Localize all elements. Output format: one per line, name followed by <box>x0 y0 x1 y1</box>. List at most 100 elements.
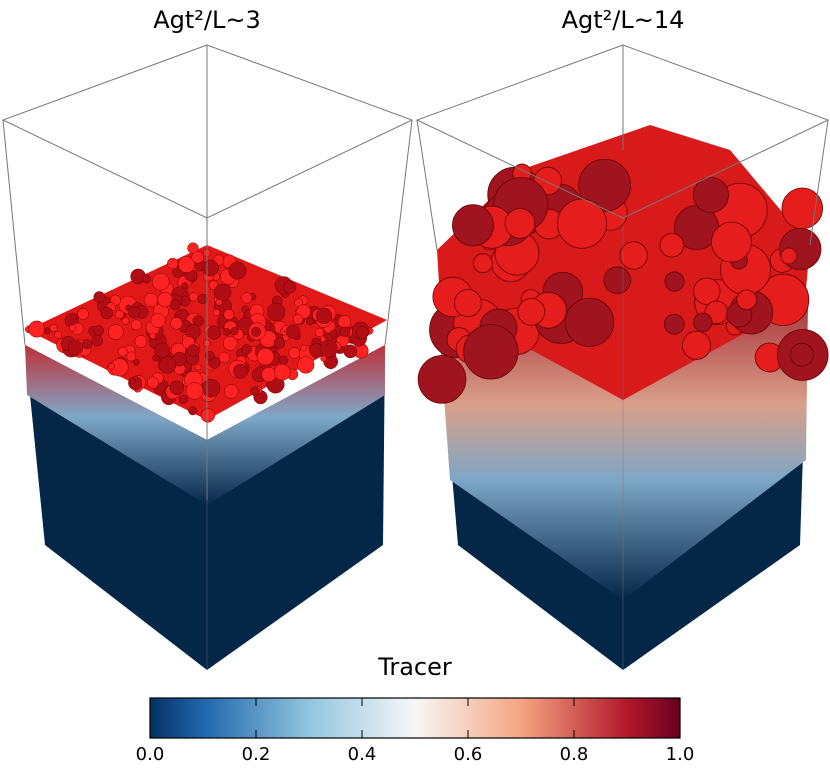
tracer-blob <box>118 346 128 357</box>
tracer-blob <box>292 314 304 325</box>
tracer-blob <box>150 313 166 329</box>
tracer-blob <box>181 282 189 290</box>
tracer-blob <box>201 378 221 398</box>
box-wire <box>416 119 438 251</box>
tracer-blob <box>28 320 46 338</box>
tracer-blob <box>329 330 338 338</box>
tracer-blob <box>233 363 248 379</box>
tracer-blob <box>215 299 223 306</box>
tracer-blob <box>70 312 78 321</box>
tracer-blob <box>222 336 238 351</box>
tracer-blob <box>213 283 232 302</box>
tracer-blob <box>77 308 89 320</box>
tracer-blob <box>129 377 136 385</box>
tracer-blob <box>170 317 183 330</box>
tracer-blob <box>736 289 758 311</box>
tracer-blob <box>692 176 729 213</box>
tracer-blob <box>504 208 536 239</box>
tracer-blob <box>93 291 106 303</box>
tracer-blob <box>128 306 140 319</box>
colorbar-tick-label: 0.6 <box>454 744 483 765</box>
tracer-blob <box>453 289 482 318</box>
tracer-blob <box>54 330 63 339</box>
tracer-blob <box>202 259 219 277</box>
tracer-blob <box>517 297 546 326</box>
tracer-blob <box>82 339 92 350</box>
tracer-blob <box>212 308 221 317</box>
tracer-blob <box>191 251 204 264</box>
tracer-blob <box>194 363 202 371</box>
tracer-blob <box>178 394 189 405</box>
tracer-blob <box>169 380 185 396</box>
tracer-blob <box>261 366 277 383</box>
tracer-blob <box>288 347 301 360</box>
tracer-blob <box>693 277 721 305</box>
tracer-blob <box>223 384 239 399</box>
tracer-blob <box>417 355 467 404</box>
tracer-blob <box>452 204 494 247</box>
tracer-blob <box>207 325 222 340</box>
tracer-blob <box>250 386 260 397</box>
tracer-blob <box>315 307 333 325</box>
tracer-blob <box>274 363 291 381</box>
tracer-blob <box>241 292 253 304</box>
tracer-blob <box>152 354 160 362</box>
tracer-blob <box>134 335 148 348</box>
tracer-blob <box>197 293 209 305</box>
tracer-blob <box>564 297 615 347</box>
tracer-blob <box>286 324 301 339</box>
box-wire <box>2 119 26 346</box>
tracer-blob <box>100 306 114 320</box>
tracer-blob <box>222 328 231 336</box>
tracer-blob <box>300 344 308 352</box>
tracer-blob <box>780 247 798 265</box>
tracer-blob <box>664 271 685 292</box>
tracer-blob <box>185 382 204 400</box>
tracer-blob <box>306 317 314 326</box>
tracer-blob <box>256 347 275 366</box>
tracer-blob <box>356 326 369 339</box>
tracer-blob <box>68 324 76 332</box>
tracer-blob <box>108 324 124 340</box>
tracer-blob <box>619 241 648 270</box>
colorbar-tick-label: 0.4 <box>348 744 377 765</box>
colorbar-tick-label: 0.2 <box>242 744 271 765</box>
tracer-blob <box>205 350 215 361</box>
tracer-blob <box>297 356 315 374</box>
tracer-blob <box>114 309 125 320</box>
right-volume <box>415 44 830 670</box>
tracer-blob <box>228 261 247 280</box>
tracer-blob <box>682 330 712 360</box>
mixing-layer <box>437 300 808 600</box>
tracer-blob <box>158 356 177 374</box>
tracer-blob <box>151 272 170 291</box>
tracer-blob <box>143 292 158 308</box>
tracer-blob <box>250 326 262 337</box>
tracer-blob <box>266 302 286 322</box>
tracer-blob <box>273 337 286 349</box>
tracer-blob <box>314 327 325 338</box>
colorbar-tick-label: 0.0 <box>136 744 165 765</box>
tracer-blob <box>188 292 199 302</box>
panel-title: Agt²/L~3 <box>153 6 261 34</box>
tracer-blob <box>320 355 328 362</box>
tracer-blob <box>169 299 181 311</box>
tracer-blob <box>230 327 239 336</box>
mixing-layer <box>25 345 385 505</box>
tracer-blob <box>218 351 230 364</box>
tracer-blob <box>578 158 631 212</box>
tracer-blob <box>49 323 58 332</box>
tracer-blob <box>659 232 685 258</box>
tracer-blob <box>789 342 814 367</box>
tracer-blob <box>781 187 824 230</box>
colorbar-label: Tracer <box>377 653 452 681</box>
tracer-blob <box>108 363 115 370</box>
tracer-blob <box>463 324 519 380</box>
tracer-blob <box>67 340 84 356</box>
tracer-blob <box>343 344 358 359</box>
tracer-blob <box>711 221 752 263</box>
tracer-blob <box>663 313 685 335</box>
panel-title: Agt²/L~14 <box>562 6 685 34</box>
tracer-blob <box>142 274 152 284</box>
